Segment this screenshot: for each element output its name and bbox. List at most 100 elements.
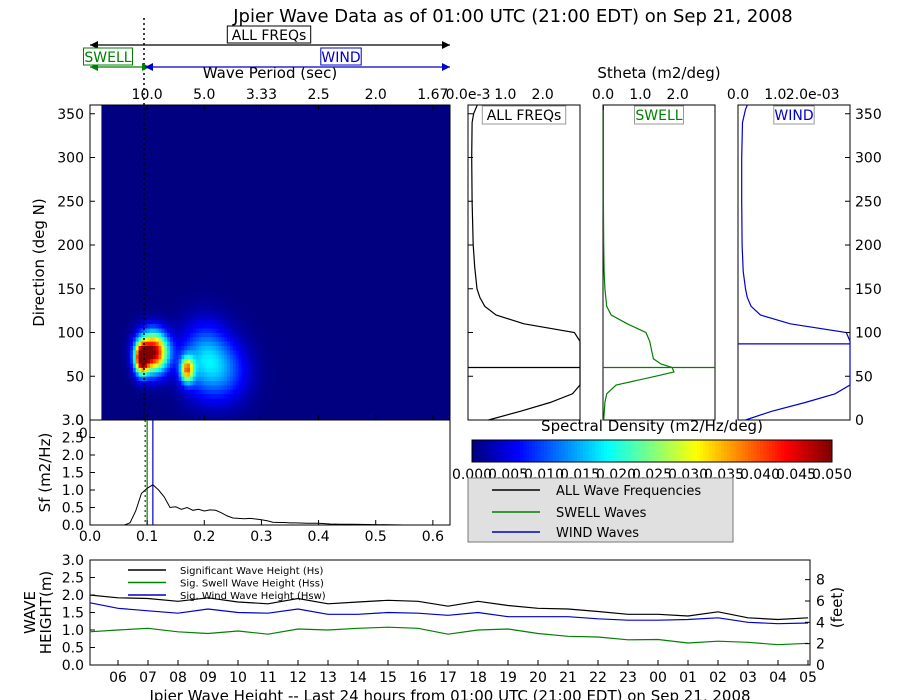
heatmap-cell bbox=[261, 288, 265, 294]
heatmap-cell bbox=[250, 231, 254, 237]
heatmap-cell bbox=[232, 376, 237, 382]
heatmap-cell bbox=[267, 188, 271, 193]
heatmap-cell bbox=[141, 363, 145, 368]
heatmap-cell bbox=[158, 183, 162, 189]
heatmap-cell bbox=[218, 341, 222, 347]
heatmap-cell bbox=[121, 214, 125, 220]
heatmap-cell bbox=[170, 240, 174, 246]
heatmap-cell bbox=[290, 385, 294, 390]
heatmap-cell bbox=[127, 389, 131, 395]
heatmap-cell bbox=[250, 201, 254, 207]
heatmap-cell bbox=[232, 288, 237, 294]
heatmap-cell bbox=[118, 157, 122, 163]
heatmap-cell bbox=[164, 148, 168, 154]
heatmap-cell bbox=[141, 126, 145, 132]
heatmap-cell bbox=[252, 161, 257, 167]
heatmap-cell bbox=[232, 415, 237, 421]
heatmap-cell bbox=[167, 161, 171, 167]
heatmap-cell bbox=[244, 258, 248, 263]
heatmap-cell bbox=[241, 402, 245, 408]
heatmap-cell bbox=[112, 201, 117, 207]
heatmap-cell bbox=[175, 389, 179, 395]
heatmap-cell bbox=[241, 170, 245, 176]
heatmap-cell bbox=[192, 258, 197, 263]
heatmap-cell bbox=[135, 113, 139, 119]
heatmap-cell bbox=[192, 315, 197, 320]
heatmap-cell bbox=[275, 240, 279, 246]
heatmap-cell bbox=[201, 205, 205, 211]
heatmap-cell bbox=[290, 297, 294, 303]
heatmap-cell bbox=[115, 306, 119, 312]
heatmap-cell bbox=[127, 345, 131, 351]
heatmap-cell bbox=[258, 398, 262, 403]
heatmap-cell bbox=[270, 350, 274, 355]
heatmap-cell bbox=[118, 126, 122, 132]
heatmap-cell bbox=[295, 192, 299, 198]
heatmap-cell bbox=[244, 288, 248, 294]
heatmap-cell bbox=[104, 253, 108, 259]
heatmap-cell bbox=[178, 126, 182, 132]
heatmap-cell bbox=[210, 153, 214, 158]
heatmap-cell bbox=[195, 393, 199, 399]
heatmap-cell bbox=[152, 249, 157, 255]
heatmap-cell bbox=[135, 126, 139, 132]
heatmap-cell bbox=[181, 148, 185, 154]
heatmap-cell bbox=[170, 135, 174, 141]
heatmap-cell bbox=[252, 275, 257, 281]
heatmap-cell bbox=[244, 310, 248, 316]
heatmap-cell bbox=[101, 297, 105, 303]
heatmap-cell bbox=[232, 319, 237, 325]
heatmap-cell bbox=[270, 328, 274, 333]
heatmap-cell bbox=[170, 144, 174, 150]
heatmap-cell bbox=[210, 358, 214, 364]
heatmap-cell bbox=[207, 358, 211, 364]
heatmap-cell bbox=[138, 170, 142, 176]
heatmap-cell bbox=[298, 332, 302, 338]
heatmap-cell bbox=[247, 293, 251, 298]
heatmap-cell bbox=[115, 109, 119, 115]
heatmap-cell bbox=[147, 140, 151, 145]
heatmap-cell bbox=[244, 358, 248, 364]
heatmap-cell bbox=[118, 341, 122, 347]
heatmap-cell bbox=[181, 332, 185, 338]
heatmap-cell bbox=[175, 393, 179, 399]
heatmap-cell bbox=[121, 266, 125, 272]
heatmap-cell bbox=[158, 170, 162, 176]
heatmap-cell bbox=[192, 231, 197, 237]
heatmap-cell bbox=[144, 319, 148, 325]
heatmap-cell bbox=[204, 398, 208, 403]
heatmap-cell bbox=[190, 393, 194, 399]
heatmap-cell bbox=[150, 406, 154, 412]
heatmap-cell bbox=[241, 245, 245, 250]
heatmap-cell bbox=[150, 183, 154, 189]
heatmap-cell bbox=[170, 262, 174, 268]
heatmap-cell bbox=[227, 310, 231, 316]
heatmap-cell bbox=[147, 376, 151, 382]
heatmap-cell bbox=[227, 214, 231, 220]
heatmap-cell bbox=[221, 271, 225, 277]
heatmap-cell bbox=[238, 240, 242, 246]
heatmap-cell bbox=[121, 319, 125, 325]
heatmap-cell bbox=[172, 415, 177, 421]
heatmap-cell bbox=[241, 406, 245, 412]
heatmap-cell bbox=[244, 236, 248, 242]
heatmap-cell bbox=[141, 170, 145, 176]
heatmap-cell bbox=[272, 323, 277, 329]
heatmap-cell bbox=[144, 192, 148, 198]
heatmap-cell bbox=[230, 183, 234, 189]
heatmap-cell bbox=[121, 411, 125, 417]
heatmap-cell bbox=[107, 310, 111, 316]
heatmap-cell bbox=[124, 367, 128, 373]
heatmap-cell bbox=[232, 118, 237, 123]
heatmap-cell bbox=[198, 315, 202, 320]
heatmap-cell bbox=[121, 341, 125, 347]
heatmap-cell bbox=[101, 306, 105, 312]
heatmap-cell bbox=[164, 192, 168, 198]
heatmap-cell bbox=[215, 236, 219, 242]
heatmap-cell bbox=[135, 253, 139, 259]
heatmap-cell bbox=[207, 350, 211, 355]
heatmap-cell bbox=[115, 367, 119, 373]
heatmap-cell bbox=[158, 293, 162, 298]
heatmap-cell bbox=[144, 170, 148, 176]
heatmap-cell bbox=[195, 319, 199, 325]
